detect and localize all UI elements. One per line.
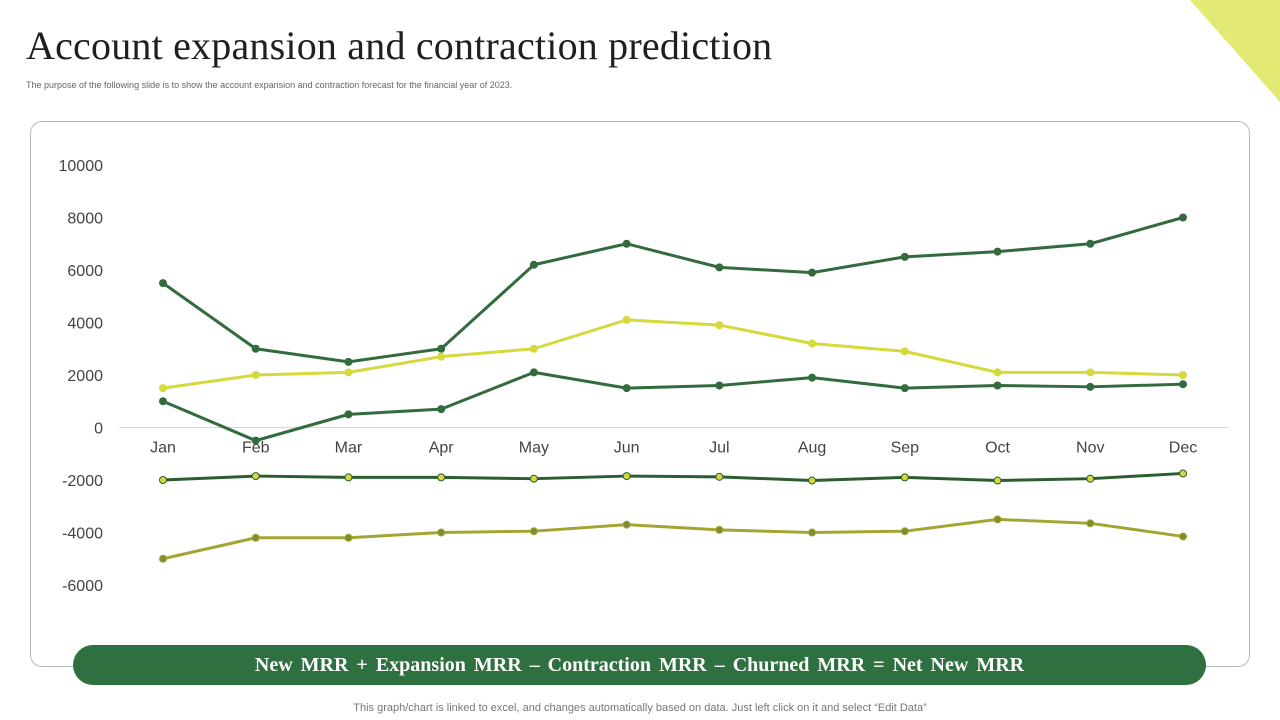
- chart-card: 10000 8000 6000 4000 2000 0 -2000 -4000 -6000 Jan…: [30, 121, 1250, 667]
- data-point: [808, 373, 817, 382]
- data-point: [437, 352, 446, 361]
- data-point: [993, 247, 1002, 256]
- y-tick-label: 6000: [67, 263, 103, 280]
- data-point: [808, 476, 817, 485]
- data-point: [437, 473, 446, 482]
- data-point: [344, 533, 353, 542]
- data-point: [622, 315, 631, 324]
- data-point: [1179, 532, 1187, 541]
- x-tick-label: Oct: [985, 440, 1010, 457]
- x-tick-label: Feb: [242, 440, 270, 457]
- data-point: [251, 472, 260, 481]
- data-point: [1179, 371, 1187, 379]
- footnote: This graph/chart is linked to excel, and…: [353, 702, 927, 714]
- data-point: [993, 368, 1002, 377]
- y-tick-label: 2000: [67, 368, 103, 385]
- data-point: [1086, 368, 1095, 377]
- y-tick-label: -6000: [62, 578, 103, 595]
- data-point: [1179, 213, 1187, 222]
- data-point: [529, 368, 538, 377]
- y-tick-label: 0: [94, 421, 103, 438]
- series-2: [159, 315, 1187, 393]
- data-point: [1179, 380, 1187, 389]
- data-point: [251, 436, 260, 445]
- data-point: [808, 339, 817, 348]
- data-point: [159, 384, 167, 393]
- series-5: [159, 515, 1187, 563]
- x-tick-label: Apr: [429, 440, 455, 457]
- x-tick-label: Sep: [891, 440, 920, 457]
- data-point: [715, 381, 724, 390]
- data-point: [344, 410, 353, 419]
- x-tick-label: Mar: [335, 440, 363, 457]
- data-point: [251, 344, 260, 353]
- data-point: [1086, 474, 1095, 483]
- decorative-corner-triangle: [1190, 0, 1280, 102]
- data-point: [344, 368, 353, 377]
- series-line: [161, 471, 1185, 483]
- data-point: [437, 344, 446, 353]
- x-tick-label: Dec: [1169, 440, 1197, 457]
- data-point: [1179, 469, 1187, 478]
- data-point: [808, 528, 817, 537]
- y-tick-label: 4000: [67, 316, 103, 333]
- y-tick-label: -2000: [62, 473, 103, 490]
- data-point: [437, 528, 446, 537]
- x-tick-label: Jul: [709, 440, 729, 457]
- data-point: [251, 533, 260, 542]
- data-point: [529, 260, 538, 269]
- data-point: [808, 268, 817, 277]
- data-point: [1086, 519, 1095, 528]
- x-tick-label: Nov: [1076, 440, 1104, 457]
- data-point: [529, 527, 538, 536]
- data-point: [344, 473, 353, 482]
- data-point: [715, 321, 724, 330]
- line-chart[interactable]: 10000 8000 6000 4000 2000 0 -2000 -4000 -6000 Jan…: [31, 122, 1249, 666]
- series-4: [159, 469, 1187, 485]
- data-point: [715, 472, 724, 481]
- series-line: [161, 517, 1185, 561]
- x-tick-label: Jun: [614, 440, 640, 457]
- series-1: [159, 213, 1187, 366]
- series-line: [161, 216, 1185, 364]
- data-point: [900, 347, 909, 356]
- x-tick-label: Jan: [150, 440, 176, 457]
- data-point: [1086, 382, 1095, 391]
- series-line: [161, 318, 1185, 390]
- data-point: [900, 473, 909, 482]
- data-point: [622, 472, 631, 481]
- data-point: [251, 371, 260, 379]
- data-point: [529, 344, 538, 353]
- series-3: [159, 368, 1187, 445]
- data-point: [159, 476, 167, 484]
- data-point: [900, 527, 909, 536]
- x-tick-label: Aug: [798, 440, 826, 457]
- data-point: [993, 381, 1002, 390]
- data-point: [159, 279, 167, 288]
- data-point: [437, 405, 446, 414]
- data-point: [159, 554, 167, 563]
- page-subtitle: The purpose of the following slide is to…: [26, 80, 513, 90]
- data-point: [900, 384, 909, 393]
- series-line: [161, 370, 1185, 443]
- y-tick-label: -4000: [62, 526, 103, 543]
- data-point: [622, 384, 631, 393]
- mrr-formula-banner: New MRR + Expansion MRR – Contraction MR…: [73, 645, 1206, 685]
- data-point: [622, 239, 631, 248]
- data-point: [1086, 239, 1095, 248]
- data-point: [529, 474, 538, 483]
- data-point: [344, 357, 353, 366]
- y-tick-label: 10000: [59, 158, 104, 175]
- data-point: [622, 520, 631, 529]
- data-point: [993, 515, 1002, 524]
- page-title: Account expansion and contraction predic…: [26, 23, 773, 68]
- y-tick-label: 8000: [67, 211, 103, 228]
- x-tick-label: May: [519, 440, 549, 457]
- data-point: [159, 397, 167, 406]
- data-point: [715, 263, 724, 272]
- data-point: [900, 252, 909, 261]
- data-point: [993, 476, 1002, 485]
- data-point: [715, 525, 724, 534]
